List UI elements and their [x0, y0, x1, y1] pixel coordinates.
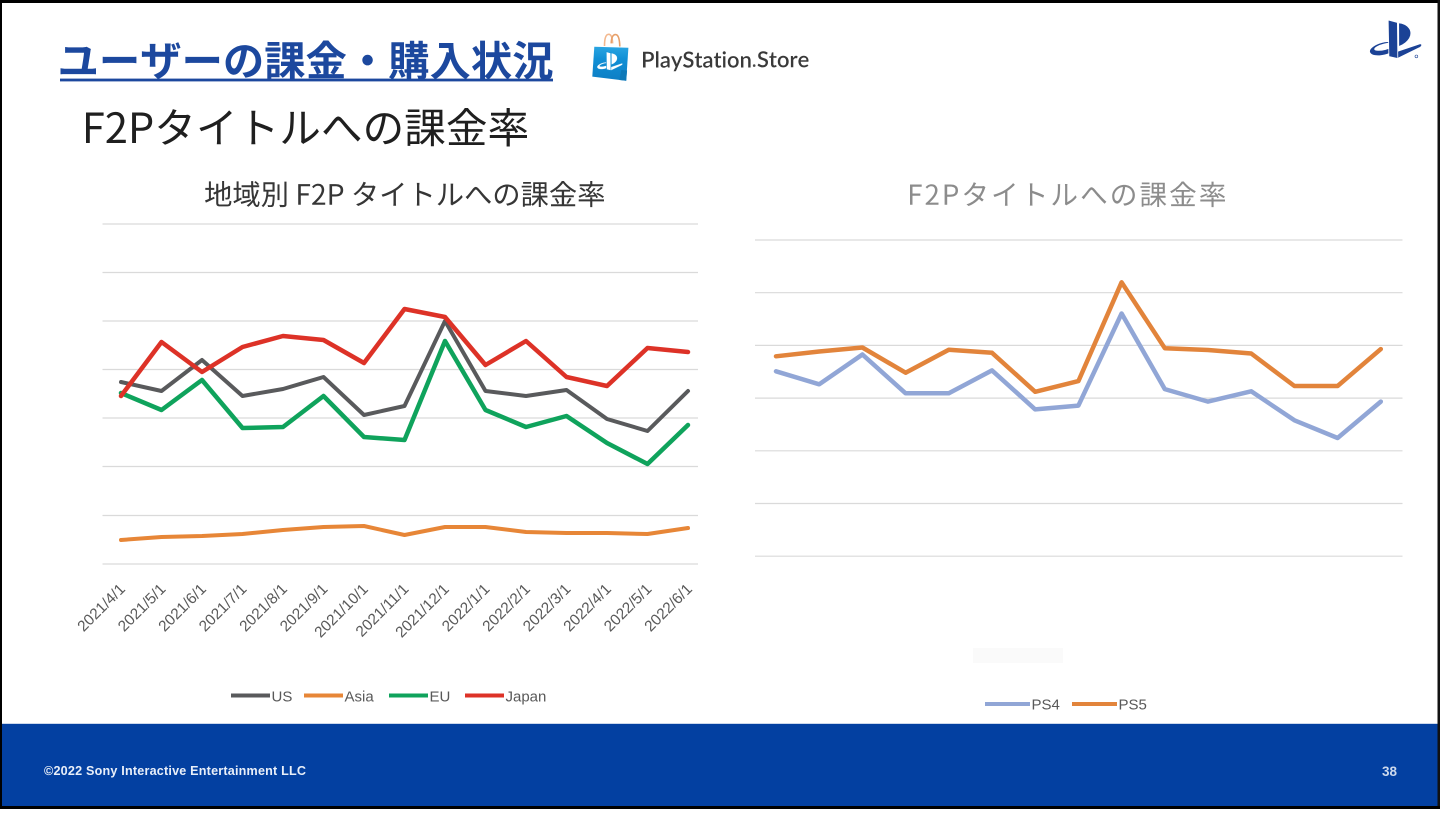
svg-text:©2022 Sony Interactive Enterta: ©2022 Sony Interactive Entertainment LLC	[44, 764, 306, 778]
svg-text:PS4: PS4	[1032, 697, 1060, 714]
svg-text:US: US	[272, 689, 293, 706]
svg-text:Asia: Asia	[345, 689, 375, 706]
svg-text:38: 38	[1382, 764, 1398, 779]
svg-text:EU: EU	[430, 689, 451, 706]
svg-text:PS5: PS5	[1119, 697, 1147, 714]
svg-text:Japan: Japan	[506, 689, 547, 706]
